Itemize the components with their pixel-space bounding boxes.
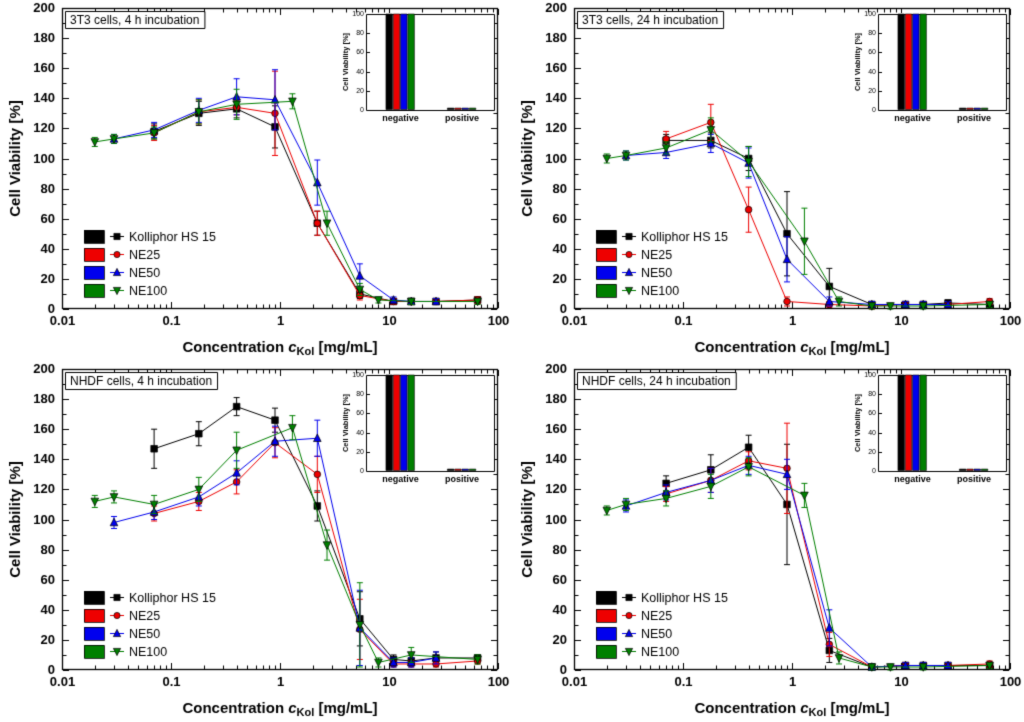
panel-3t3-24h	[512, 0, 1024, 361]
panel-nhdf-24h	[512, 361, 1024, 722]
panel-3t3-4h	[0, 0, 512, 361]
panel-nhdf-4h	[0, 361, 512, 722]
